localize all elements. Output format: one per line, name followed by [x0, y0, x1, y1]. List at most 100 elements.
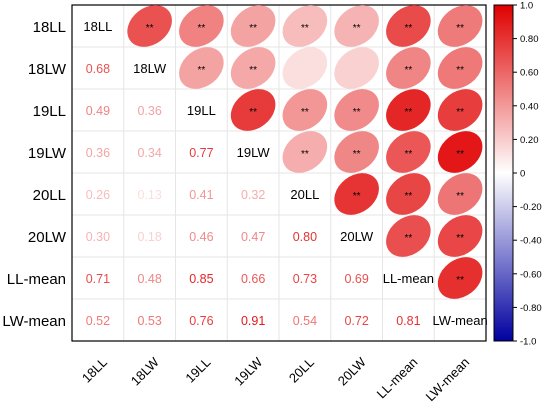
colorbar-tick-label: 0.60 [520, 68, 539, 79]
row-label: 19LL [33, 103, 66, 120]
significance-marker: ** [197, 65, 205, 76]
correlation-ellipse [437, 215, 483, 257]
correlation-value: 0.36 [137, 104, 161, 118]
correlation-ellipse [386, 89, 431, 131]
diagonal-label: 20LW [340, 229, 374, 244]
correlation-ellipse [386, 131, 431, 173]
colorbar-gradient [493, 4, 514, 342]
significance-marker: ** [456, 233, 464, 244]
correlation-ellipse [127, 5, 172, 47]
colorbar-tick-label: -1.0 [520, 337, 536, 348]
column-label: 18LW [128, 354, 162, 388]
significance-marker: ** [353, 191, 361, 202]
significance-marker: ** [456, 23, 464, 34]
column-label: LL-mean [374, 355, 421, 402]
row-label: LL-mean [7, 271, 66, 288]
significance-marker: ** [404, 107, 412, 118]
significance-marker: ** [197, 23, 205, 34]
column-label: 19LL [182, 355, 213, 386]
significance-marker: ** [249, 23, 257, 34]
correlation-ellipse [230, 89, 276, 131]
row-label: 20LW [28, 229, 67, 246]
correlation-value: 0.68 [86, 62, 110, 76]
ellipse-layer [127, 5, 483, 299]
significance-marker: ** [404, 23, 412, 34]
correlation-value: 0.76 [189, 314, 213, 328]
correlation-value: 0.71 [86, 272, 110, 286]
row-label: 19LW [28, 145, 67, 162]
significance-marker: ** [301, 107, 309, 118]
diagonal-label: 19LW [237, 145, 271, 160]
colorbar-tick-label: 0.40 [520, 101, 539, 112]
significance-marker: ** [456, 275, 464, 286]
correlation-ellipse [334, 47, 379, 89]
colorbar: 1.0 0.80 0.60 0.40 0.20 0 -0.20 -0.40 -0.60 -0.80… [493, 1, 542, 348]
correlation-value: 0.32 [241, 188, 265, 202]
correlation-ellipse [437, 173, 483, 215]
correlation-ellipse [334, 173, 379, 215]
column-label: LW-mean [423, 355, 473, 405]
significance-marker: ** [456, 149, 464, 160]
colorbar-tick-label: 0.20 [520, 135, 539, 146]
significance-marker: ** [404, 233, 412, 244]
correlation-ellipse [179, 5, 224, 47]
column-label: 20LW [335, 354, 369, 388]
correlation-value: 0.49 [86, 104, 110, 118]
significance-marker: ** [456, 107, 464, 118]
correlation-value: 0.77 [189, 146, 213, 160]
plot-frame [71, 4, 487, 342]
significance-marker: ** [146, 23, 154, 34]
significance-marker: ** [249, 107, 257, 118]
row-label: 18LW [28, 61, 67, 78]
significance-marker: ** [353, 23, 361, 34]
correlation-value: 0.91 [241, 314, 265, 328]
correlation-value: 0.85 [189, 272, 213, 286]
correlation-value: 0.72 [344, 314, 368, 328]
correlation-ellipse [386, 5, 431, 47]
correlation-ellipse [179, 47, 224, 89]
correlation-value: 0.34 [137, 146, 161, 160]
correlation-value: 0.48 [137, 272, 161, 286]
correlation-ellipse [437, 5, 483, 47]
diagonal-label: 18LL [83, 19, 112, 34]
significance-marker: ** [404, 149, 412, 160]
diagonal-label: LW-mean [433, 313, 488, 328]
correlation-ellipse [386, 173, 431, 215]
significance-marker: ** [249, 65, 257, 76]
correlation-ellipse [282, 89, 328, 131]
correlation-ellipse [437, 89, 483, 131]
correlation-ellipse [334, 131, 379, 173]
significance-marker: ** [456, 65, 464, 76]
correlation-value: 0.13 [137, 188, 161, 202]
correlation-value: 0.36 [86, 146, 110, 160]
correlation-value: 0.54 [293, 314, 317, 328]
correlation-ellipse [437, 47, 483, 89]
correlation-ellipse [437, 131, 483, 173]
significance-marker: ** [353, 149, 361, 160]
correlation-ellipse [230, 47, 276, 89]
colorbar-tick-label: 1.0 [520, 1, 533, 12]
correlation-value: 0.46 [189, 230, 213, 244]
correlation-value: 0.69 [344, 272, 368, 286]
correlation-value: 0.30 [86, 230, 110, 244]
colorbar-tick-label: -0.80 [520, 303, 542, 314]
correlation-ellipse [230, 5, 276, 47]
colorbar-tick-label: -0.60 [520, 269, 542, 280]
correlation-value: 0.53 [137, 314, 161, 328]
significance-marker: ** [404, 191, 412, 202]
correlation-ellipse [282, 47, 328, 89]
correlation-ellipse [437, 257, 483, 299]
diagonal-label: 18LW [133, 61, 167, 76]
column-label: 20LL [286, 355, 317, 386]
correlation-ellipse [282, 131, 328, 173]
correlation-ellipse [282, 5, 328, 47]
correlation-value: 0.80 [293, 230, 317, 244]
text-layer: 18LL ** ** ** ** ** ** ** 0.68 18LW ** ** ** ** 0.49 0.… [83, 19, 487, 328]
correlation-ellipse [334, 5, 379, 47]
diagonal-label: LL-mean [383, 271, 434, 286]
colorbar-tick-label: -0.20 [520, 202, 542, 213]
row-label: 18LL [33, 19, 66, 36]
diagonal-label: 19LL [187, 103, 216, 118]
colorbar-tick-label: -0.40 [520, 236, 542, 247]
